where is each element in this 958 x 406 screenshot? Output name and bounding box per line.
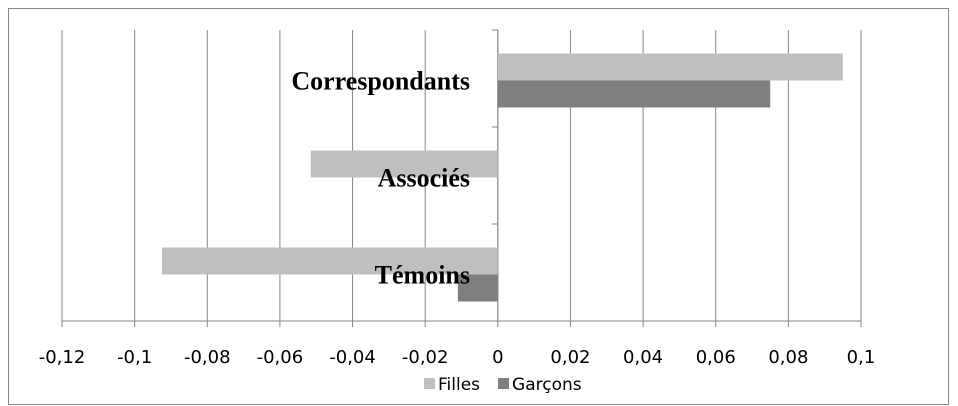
bar — [457, 274, 498, 302]
category-label: Associés — [378, 163, 470, 192]
x-tick-label: -0,12 — [39, 347, 86, 368]
legend-swatch — [498, 378, 510, 389]
bar — [497, 53, 843, 81]
x-tick-label: 0,08 — [768, 347, 808, 368]
x-tick-label: -0,08 — [184, 347, 231, 368]
legend-label: Garçons — [512, 375, 582, 395]
x-tick-label: -0,1 — [117, 347, 152, 368]
x-tick-label: 0,04 — [623, 347, 663, 368]
x-tick-label: 0,02 — [550, 347, 590, 368]
x-tick-label: -0,02 — [402, 347, 449, 368]
x-tick-label: -0,04 — [329, 347, 376, 368]
bar — [161, 247, 498, 275]
bar — [497, 80, 771, 108]
legend-label: Filles — [438, 375, 480, 395]
x-tick-label: 0 — [492, 347, 503, 368]
category-label: Témoins — [375, 260, 470, 289]
x-tick-label: -0,06 — [257, 347, 304, 368]
legend-swatch — [424, 378, 435, 389]
bar — [310, 150, 498, 178]
category-label: Correspondants — [291, 66, 470, 95]
x-tick-label: 0,06 — [696, 347, 736, 368]
x-tick-label: 0,1 — [847, 347, 876, 368]
